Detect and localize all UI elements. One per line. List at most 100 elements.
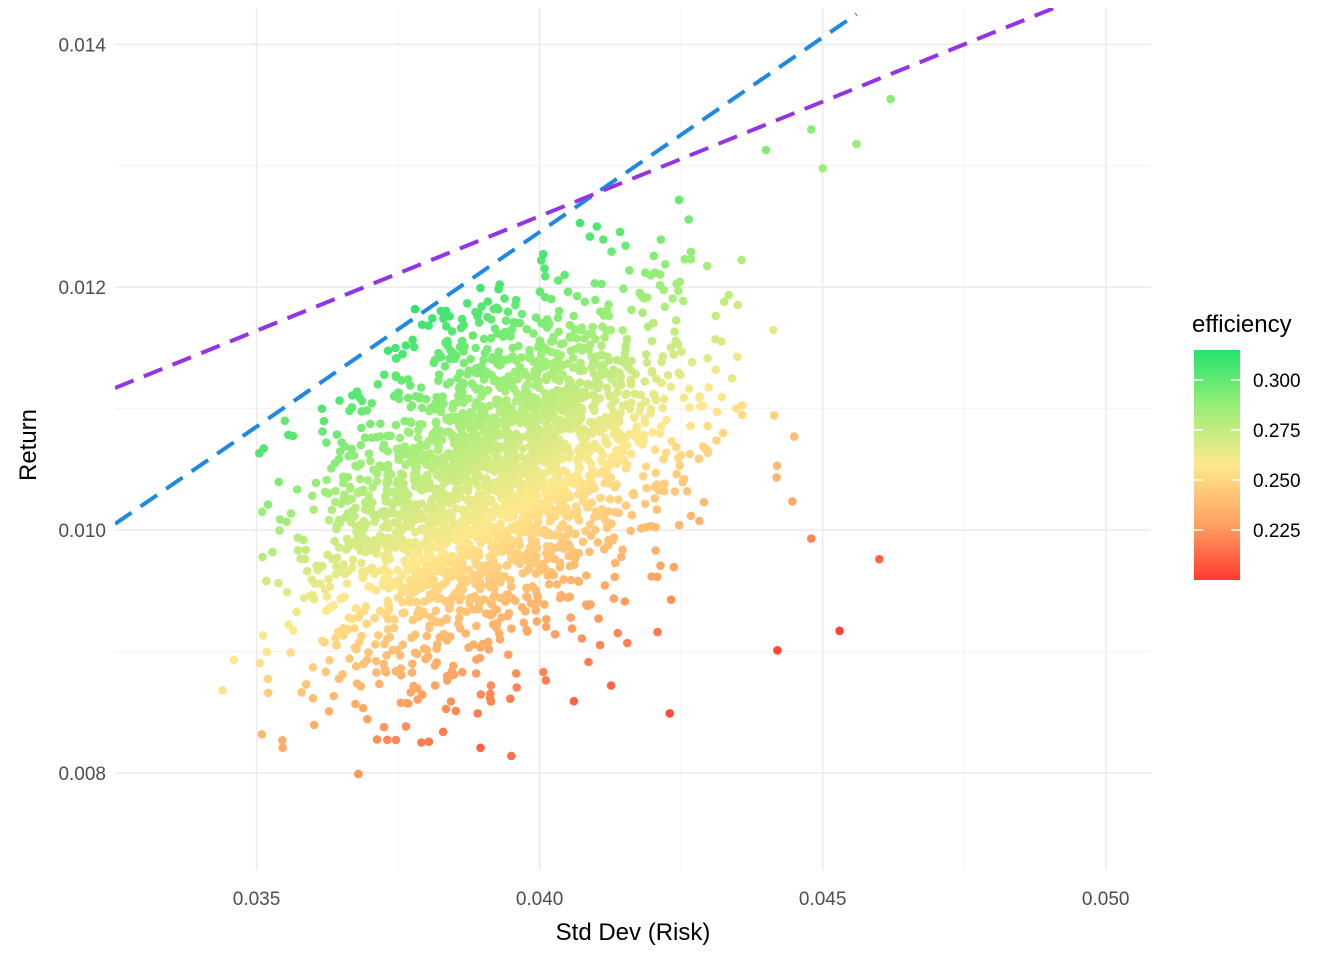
scatter-point <box>356 440 366 450</box>
scatter-point <box>371 640 380 649</box>
scatter-point <box>637 524 646 533</box>
scatter-point <box>373 380 383 389</box>
scatter-point <box>472 621 481 631</box>
scatter-point <box>672 442 681 452</box>
scatter-point <box>431 606 441 615</box>
scatter-point <box>282 587 292 597</box>
scatter-point <box>342 534 352 544</box>
scatter-point <box>733 300 743 310</box>
scatter-point <box>383 735 392 745</box>
scatter-point <box>733 352 742 362</box>
scatter-point <box>479 355 488 365</box>
scatter-point <box>334 515 344 525</box>
scatter-point <box>661 260 670 269</box>
scatter-point <box>325 656 334 665</box>
scatter-point <box>517 309 527 319</box>
scatter-point <box>502 561 511 570</box>
scatter-point <box>468 331 478 340</box>
scatter-point <box>375 461 385 470</box>
scatter-point <box>441 704 451 714</box>
scatter-point <box>339 623 349 633</box>
scatter-point <box>498 376 508 385</box>
scatter-point <box>444 448 453 458</box>
scatter-point <box>661 448 671 458</box>
scatter-point <box>274 578 283 588</box>
scatter-point <box>400 416 409 426</box>
scatter-point <box>324 515 334 525</box>
scatter-point <box>322 475 332 485</box>
scatter-point <box>532 617 542 626</box>
scatter-point <box>369 465 378 475</box>
scatter-point <box>595 416 604 425</box>
scatter-point <box>301 545 311 555</box>
scatter-point <box>405 575 415 585</box>
scatter-point <box>558 520 568 529</box>
scatter-point <box>500 327 510 337</box>
scatter-point <box>282 517 291 526</box>
scatter-point <box>357 631 366 641</box>
scatter-point <box>650 494 660 503</box>
scatter-point <box>595 640 605 650</box>
scatter-point <box>418 690 427 699</box>
scatter-point <box>322 438 331 447</box>
scatter-point <box>540 292 550 302</box>
scatter-point <box>504 650 513 659</box>
scatter-point <box>426 612 436 622</box>
scatter-point <box>452 504 461 513</box>
scatter-point <box>329 691 339 701</box>
scatter-point <box>497 613 507 622</box>
scatter-point <box>419 644 429 653</box>
scatter-point <box>421 450 430 460</box>
scatter-point <box>393 566 402 575</box>
scatter-point <box>344 613 354 623</box>
scatter-point <box>686 247 696 257</box>
scatter-point <box>649 318 658 328</box>
scatter-point <box>593 538 603 547</box>
scatter-point <box>621 501 631 510</box>
scatter-point <box>457 314 467 324</box>
scatter-point <box>606 681 616 690</box>
scatter-point <box>364 491 374 500</box>
scatter-point <box>396 698 406 707</box>
scatter-point <box>438 727 448 737</box>
scatter-point <box>257 507 267 517</box>
scatter-point <box>679 393 689 403</box>
scatter-point <box>678 296 688 306</box>
scatter-point <box>407 668 417 677</box>
scatter-point <box>599 235 608 244</box>
scatter-point <box>526 599 536 608</box>
scatter-point <box>422 631 432 641</box>
scatter-point <box>665 709 675 718</box>
scatter-point <box>400 556 409 565</box>
scatter-point <box>612 387 622 397</box>
scatter-point <box>392 528 401 537</box>
scatter-point <box>360 498 370 507</box>
scatter-point <box>218 686 227 695</box>
scatter-point <box>655 429 665 438</box>
y-tick-label: 0.010 <box>58 521 106 542</box>
scatter-point <box>436 306 446 316</box>
scatter-point <box>275 515 285 524</box>
scatter-point <box>411 392 421 401</box>
scatter-point <box>594 614 603 623</box>
scatter-point <box>330 497 340 507</box>
scatter-point <box>382 519 392 529</box>
scatter-point <box>268 547 277 557</box>
scatter-point <box>666 595 676 604</box>
scatter-point <box>660 479 669 488</box>
scatter-point <box>345 482 355 492</box>
scatter-point <box>449 661 458 671</box>
scatter-point <box>501 316 511 326</box>
capital-market-line-purple <box>115 8 1060 390</box>
scatter-point <box>391 343 400 353</box>
scatter-point <box>489 620 498 629</box>
x-tick-label: 0.050 <box>1082 889 1130 910</box>
scatter-point <box>488 352 498 362</box>
scatter-point <box>363 714 372 724</box>
scatter-point <box>472 655 481 664</box>
scatter-point <box>632 422 641 432</box>
scatter-point <box>648 428 658 437</box>
scatter-point <box>380 370 389 380</box>
scatter-point <box>511 429 521 439</box>
scatter-point <box>517 353 526 362</box>
